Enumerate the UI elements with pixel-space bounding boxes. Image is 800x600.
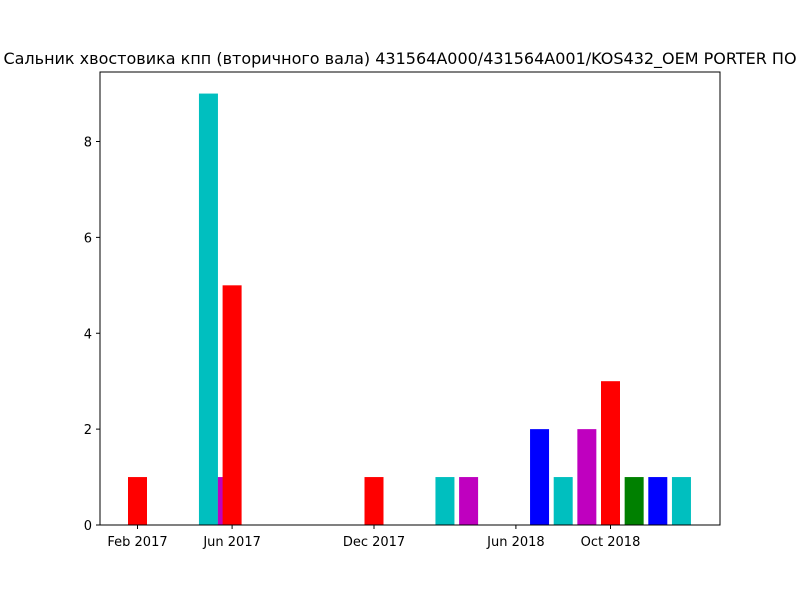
x-tick-label-0: Feb 2017 xyxy=(107,535,167,550)
y-tick-label-0: 0 xyxy=(84,519,92,534)
y-axis: 0 2 4 6 8 xyxy=(84,136,100,534)
bar-8 xyxy=(553,477,573,525)
bar-10 xyxy=(601,381,620,525)
bar-12 xyxy=(648,477,668,525)
bar-4 xyxy=(364,477,384,525)
x-tick-label-3: Jun 2018 xyxy=(486,535,545,550)
bar-13 xyxy=(671,477,691,525)
bar-7 xyxy=(530,429,550,525)
y-tick-label-2: 4 xyxy=(84,327,92,342)
bar-9 xyxy=(577,429,597,525)
y-tick-label-3: 6 xyxy=(84,231,92,246)
x-axis: Feb 2017 Jun 2017 Dec 2017 Jun 2018 Oct 2018 xyxy=(107,525,640,550)
x-tick-label-4: Oct 2018 xyxy=(581,535,641,550)
bar-11 xyxy=(624,477,644,525)
bar-3 xyxy=(222,285,242,525)
y-tick-label-1: 2 xyxy=(84,423,92,438)
x-tick-label-2: Dec 2017 xyxy=(343,535,405,550)
bars-layer xyxy=(128,93,691,525)
y-tick-label-4: 8 xyxy=(84,136,92,151)
bar-0 xyxy=(128,477,147,525)
bar-6 xyxy=(459,477,479,525)
plot-frame xyxy=(99,71,721,526)
chart-title: Сальник хвостовика кпп (вторичного вала)… xyxy=(3,49,796,69)
x-tick-label-1: Jun 2017 xyxy=(202,535,261,550)
bar-5 xyxy=(435,477,455,525)
bar-1 xyxy=(198,93,218,525)
